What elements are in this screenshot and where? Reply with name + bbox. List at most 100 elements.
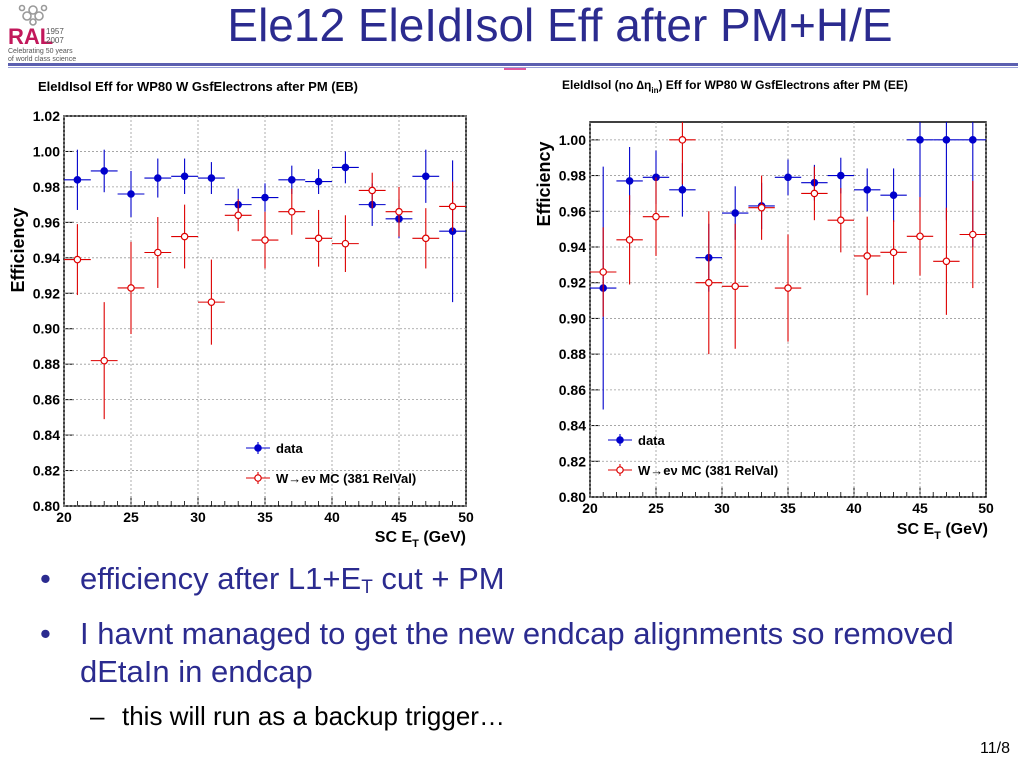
sub-bullet-item: – this will run as a backup trigger… [40,699,1000,733]
data-point [154,174,162,182]
logo-letters: RAL [8,24,53,49]
mc-point [625,236,634,244]
data-point [261,193,269,202]
y-tick-label: 0.90 [559,310,586,326]
bullet-dot: • [40,561,51,596]
mc-point [127,284,135,292]
data-point [207,174,216,182]
y-tick-label: 0.96 [559,203,586,219]
chart-ee-xlabel: SC ET (GeV) [897,521,988,542]
chart-eb-xlabel: SC ET (GeV) [375,529,466,550]
mc-point [180,232,189,241]
mc-point [73,255,82,264]
mc-point [448,202,457,211]
x-tick-label: 35 [257,509,273,525]
y-tick-label: 0.92 [33,285,60,301]
data-point [421,172,430,181]
legend-marker [616,436,624,444]
x-tick-label: 45 [391,509,407,525]
mc-point [942,257,951,266]
y-tick-label: 0.98 [33,179,60,195]
mc-point [100,356,109,365]
bullet-text: I havnt managed to get the new endcap al… [80,616,954,689]
mc-point [652,212,660,221]
mc-point [368,186,377,195]
y-tick-label: 1.02 [33,108,60,124]
x-tick-label: 20 [582,500,598,516]
legend-label: W→eν MC (381 RelVal) [638,463,778,478]
mc-point [599,268,608,276]
chart-ee-ylabel: Efficiency [534,141,554,226]
title-divider-accent [504,68,526,70]
y-tick-label: 0.84 [559,418,586,434]
bullet-text: efficiency after L1+ET cut + PM [80,561,505,598]
x-tick-label: 50 [458,509,474,525]
data-point [836,171,845,180]
y-tick-label: 0.98 [559,168,586,184]
ral-logo: RAL 1957 2007 Celebrating 50 years of wo… [6,2,114,64]
mc-point [916,232,924,241]
y-tick-label: 0.90 [33,321,60,337]
x-tick-label: 35 [780,500,796,516]
mc-point [314,234,323,243]
bullet-list: • efficiency after L1+ET cut + PM • I ha… [40,560,1000,733]
mc-point [341,239,350,248]
x-tick-label: 45 [912,500,928,516]
y-tick-label: 0.86 [33,392,60,408]
title-divider-thin [8,67,1018,68]
data-point [731,209,740,217]
logo-year-start: 1957 [46,27,64,36]
logo-line1: Celebrating 50 years [8,48,73,55]
mc-point [863,252,872,260]
mc-point [889,248,898,257]
mc-point [207,298,216,306]
data-point [287,176,296,184]
y-tick-label: 0.86 [559,382,586,398]
chart-ee: EleIdIsol (no ∆ηin) Eff for WP80 W GsfEl… [530,74,1010,546]
data-point [784,173,792,182]
legend-marker [254,444,262,452]
y-tick-label: 0.88 [559,346,586,362]
x-tick-label: 50 [978,500,994,516]
atom-icon [18,4,48,26]
mc-point [287,207,296,216]
y-tick-label: 0.80 [559,489,586,505]
mc-point [731,282,740,291]
x-tick-label: 25 [648,500,664,516]
mc-point [395,207,403,216]
chart-eb-title: EleIdIsol Eff for WP80 W GsfElectrons af… [38,79,358,94]
legend-label: W→eν MC (381 RelVal) [276,471,416,486]
data-point [180,172,189,181]
data-point [678,186,687,194]
logo-year-end: 2007 [46,36,64,45]
data-point [916,136,924,144]
mc-point [234,211,243,220]
data-point [863,186,872,194]
mc-point [154,248,162,257]
page-number: 11/8 [980,740,1010,757]
bullet-item: • efficiency after L1+ET cut + PM [40,560,1000,607]
y-tick-label: 0.84 [33,427,60,443]
sub-bullet-text: this will run as a backup trigger… [122,701,505,731]
y-tick-label: 0.82 [559,453,586,469]
mc-point [678,136,687,144]
data-point [625,177,634,185]
slide-title: Ele12 EleIdIsol Eff after PM+H/E [227,0,893,51]
x-tick-label: 40 [846,500,862,516]
mc-point [757,203,766,212]
x-tick-label: 30 [714,500,730,516]
data-point [942,136,951,144]
y-tick-label: 1.00 [559,132,586,148]
ral-logo-graphic: RAL 1957 2007 Celebrating 50 years of wo… [8,4,76,63]
chart-ee-title: EleIdIsol (no ∆ηin) Eff for WP80 W GsfEl… [562,78,908,95]
mc-point [421,234,430,243]
y-tick-label: 0.80 [33,498,60,514]
sub-bullet-dash: – [90,701,105,731]
y-tick-label: 0.94 [559,239,586,255]
chart-eb-ylabel: Efficiency [8,207,28,292]
bullet-item: • I havnt managed to get the new endcap … [40,615,1000,691]
y-tick-label: 0.94 [33,250,60,266]
y-tick-label: 0.88 [33,356,60,372]
data-point [968,136,977,144]
data-point [889,191,898,200]
